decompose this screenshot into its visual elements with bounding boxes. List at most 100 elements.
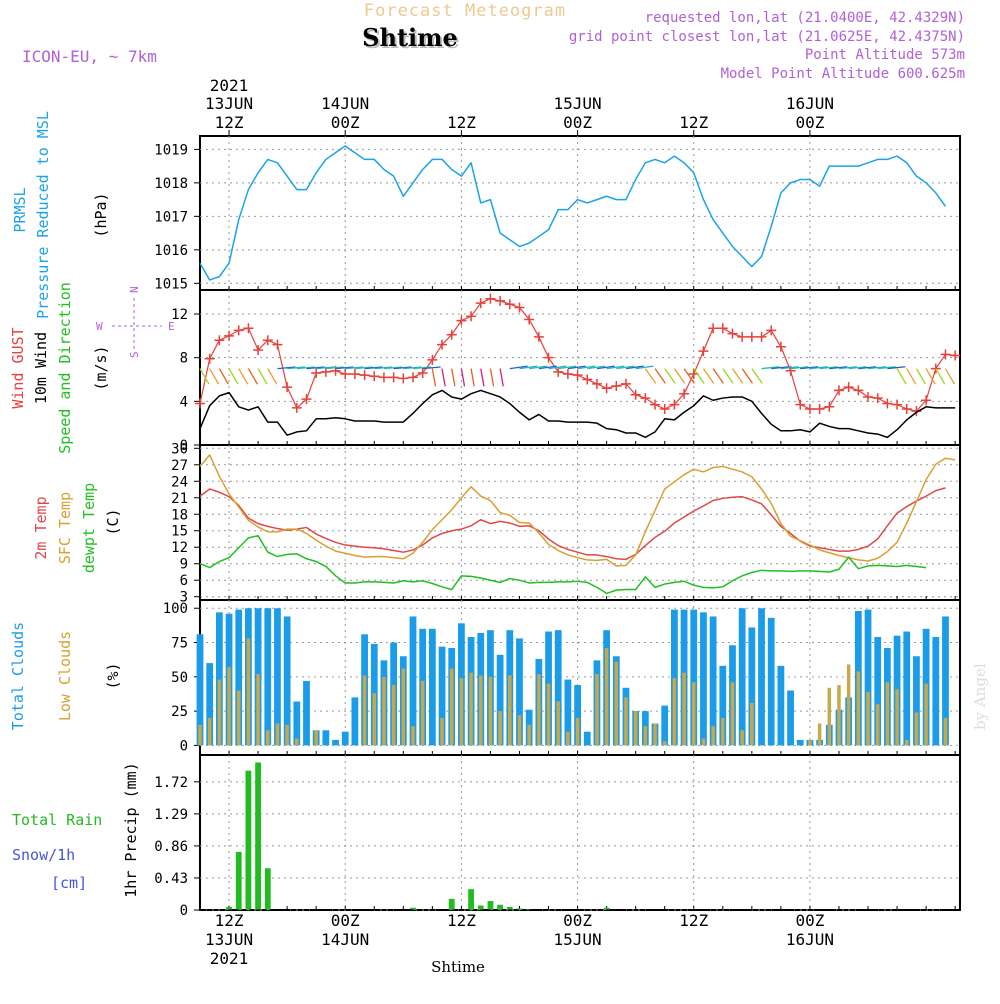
y-tick-label: 0 [180, 438, 188, 454]
wind-arrow [480, 368, 485, 387]
wind-arrow [499, 368, 504, 387]
low-cloud-bar [546, 683, 551, 746]
gust-marker [233, 325, 244, 336]
wind-arrow [673, 368, 686, 384]
gust-marker [717, 323, 728, 334]
y-tick-label: 1.72 [154, 775, 188, 791]
wind-compass: W E N S [96, 286, 175, 358]
wind-arrow [403, 366, 422, 370]
wind-arrow [722, 368, 734, 384]
y-tick-label: 1.29 [154, 807, 188, 823]
wind-arrow [287, 366, 306, 370]
low-cloud-bar [730, 682, 735, 746]
low-cloud-bar [711, 726, 715, 746]
label-sfc-temp: SFC Temp [56, 492, 74, 564]
label-ms: (m/s) [92, 345, 110, 390]
gust-marker [882, 398, 893, 409]
rain-bar [448, 898, 455, 910]
y-tick-label: 4 [180, 394, 188, 410]
gust-marker [262, 335, 273, 346]
total-cloud-bar [283, 616, 291, 746]
temp-sfc-line [199, 454, 956, 567]
low-cloud-bar [566, 731, 570, 746]
total-cloud-bar [719, 665, 727, 746]
gust-marker [272, 339, 283, 350]
wind-arrow [345, 366, 364, 370]
wind-arrow [460, 368, 466, 387]
y-tick-label: 0 [180, 738, 188, 754]
bottom-time-label: 13JUN [205, 930, 253, 949]
wind-arrow [644, 368, 657, 384]
low-cloud-bar [449, 668, 454, 746]
wind-arrow [577, 365, 596, 370]
wind-speed-line [199, 389, 956, 439]
total-cloud-bar [409, 616, 417, 746]
gust-marker [630, 389, 641, 400]
wind-arrow [209, 368, 220, 385]
gust-marker [398, 373, 409, 384]
top-time-label: 15JUN [553, 94, 601, 113]
gust-marker [921, 395, 932, 406]
low-cloud-bar [924, 683, 928, 746]
wind-arrow [277, 366, 296, 370]
wind-arrow [228, 368, 239, 385]
total-cloud-bar [574, 685, 581, 746]
wind-arrow [809, 366, 828, 370]
total-cloud-bar [332, 739, 339, 746]
wind-arrow [296, 366, 315, 370]
bottom-time-label: 2021 [210, 949, 249, 968]
low-cloud-bar [517, 715, 522, 746]
y-tick-label: 12 [171, 307, 188, 323]
low-cloud-bar [411, 726, 415, 746]
total-cloud-bar [690, 609, 698, 746]
y-tick-label: 15 [171, 524, 188, 540]
y-tick-label: 1016 [154, 243, 188, 259]
total-cloud-bar [777, 665, 785, 746]
wind-arrow [587, 365, 606, 370]
wind-arrow [731, 368, 744, 384]
y-tick-label: 30 [171, 441, 188, 457]
low-cloud-bar [314, 730, 318, 746]
y-tick-label: 1018 [154, 176, 188, 192]
gust-marker [940, 349, 951, 360]
low-cloud-bar [479, 675, 483, 746]
wind-arrow [431, 368, 437, 387]
wind-arrow [906, 368, 917, 385]
point-altitude: Point Altitude 573m [805, 47, 965, 63]
total-cloud-bar [864, 609, 872, 746]
total-cloud-bar [671, 609, 678, 746]
rain-bar [226, 907, 232, 910]
gust-marker [727, 328, 738, 339]
label-10m-wind: 10m Wind [32, 332, 50, 404]
gust-marker [514, 302, 525, 313]
wind-arrow [247, 368, 258, 385]
low-cloud-bar [207, 717, 212, 746]
total-cloud-bar [264, 608, 272, 746]
gust-marker [427, 354, 438, 365]
gust-marker [495, 295, 506, 306]
gust-marker [708, 323, 719, 334]
gust-marker [417, 367, 428, 378]
wind-arrow [267, 368, 278, 385]
wind-arrow [935, 368, 946, 385]
gridpoint-coords: grid point closest lon,lat (21.0625E, 42… [569, 29, 965, 45]
gust-marker [533, 331, 544, 342]
gust-marker [456, 315, 467, 326]
low-cloud-bar [895, 689, 899, 746]
total-cloud-bar [274, 608, 281, 746]
total-cloud-bar [787, 690, 794, 746]
gust-marker [369, 371, 380, 382]
low-cloud-bar [885, 682, 890, 746]
low-cloud-bar [614, 661, 619, 746]
gust-marker [620, 378, 631, 389]
low-cloud-bar [682, 672, 686, 746]
gust-marker [195, 398, 205, 409]
label-dewpt-temp: dewpt Temp [80, 483, 98, 573]
low-cloud-bar [633, 711, 638, 746]
wind-arrow [558, 365, 577, 370]
total-cloud-bar [516, 638, 523, 746]
low-cloud-bar [875, 704, 880, 746]
wind-arrow [625, 365, 644, 370]
label-percent: (%) [104, 662, 122, 689]
